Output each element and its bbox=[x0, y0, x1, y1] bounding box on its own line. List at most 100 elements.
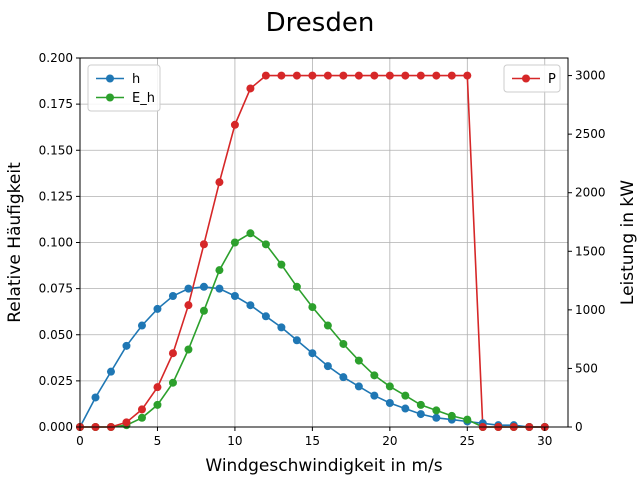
point-E_h bbox=[246, 229, 255, 238]
point-h bbox=[122, 341, 131, 350]
point-h bbox=[153, 304, 162, 313]
point-h bbox=[246, 301, 255, 310]
point-h bbox=[91, 393, 100, 402]
legend-label: P bbox=[548, 72, 556, 87]
y-right-tick-label: 1500 bbox=[575, 244, 606, 258]
point-P bbox=[292, 71, 301, 80]
chart-title: Dresden bbox=[266, 8, 375, 38]
legend-label: h bbox=[132, 72, 140, 87]
point-P bbox=[137, 405, 146, 414]
point-h bbox=[277, 323, 286, 332]
legend-left: h E_h bbox=[87, 64, 161, 112]
x-tick-label: 10 bbox=[227, 434, 242, 448]
y-right-tick-label: 500 bbox=[575, 361, 598, 375]
y-right-tick-label: 2000 bbox=[575, 186, 606, 200]
point-E_h bbox=[354, 356, 363, 365]
point-E_h bbox=[184, 345, 193, 354]
point-P bbox=[168, 349, 177, 358]
point-P bbox=[246, 84, 255, 93]
point-P bbox=[230, 120, 239, 129]
point-P bbox=[308, 71, 317, 80]
point-E_h bbox=[447, 411, 456, 420]
x-tick-label: 30 bbox=[537, 434, 552, 448]
point-E_h bbox=[370, 371, 379, 380]
point-h bbox=[339, 373, 348, 382]
y-left-tick-label: 0.100 bbox=[39, 236, 73, 250]
point-P bbox=[199, 240, 208, 249]
point-E_h bbox=[463, 415, 472, 424]
point-P bbox=[261, 71, 270, 80]
point-E_h bbox=[416, 400, 425, 409]
point-E_h bbox=[385, 382, 394, 391]
y-left-tick-label: 0.150 bbox=[39, 143, 73, 157]
y-left-tick-label: 0.125 bbox=[39, 189, 73, 203]
point-P bbox=[215, 178, 224, 187]
point-E_h bbox=[432, 406, 441, 415]
point-E_h bbox=[277, 260, 286, 269]
point-h bbox=[199, 282, 208, 291]
y-right-tick-label: 2500 bbox=[575, 127, 606, 141]
point-h bbox=[106, 367, 115, 376]
y-left-tick-label: 0.075 bbox=[39, 282, 73, 296]
y-right-tick-label: 1000 bbox=[575, 303, 606, 317]
point-h bbox=[137, 321, 146, 330]
point-P bbox=[385, 71, 394, 80]
point-h bbox=[370, 391, 379, 400]
point-E_h bbox=[137, 413, 146, 422]
point-P bbox=[153, 383, 162, 392]
x-tick-label: 20 bbox=[382, 434, 397, 448]
x-tick-label: 0 bbox=[76, 434, 84, 448]
point-E_h bbox=[215, 266, 224, 275]
y-right-tick-label: 3000 bbox=[575, 69, 606, 83]
y-axis-label-left: Relative Häufigkeit bbox=[5, 162, 25, 323]
x-tick-label: 15 bbox=[305, 434, 320, 448]
point-P bbox=[184, 301, 193, 310]
point-E_h bbox=[261, 240, 270, 249]
point-P bbox=[323, 71, 332, 80]
point-E_h bbox=[308, 303, 317, 312]
x-tick-label: 5 bbox=[154, 434, 162, 448]
point-E_h bbox=[168, 378, 177, 387]
point-E_h bbox=[153, 400, 162, 409]
legend-swatch-marker bbox=[106, 93, 114, 102]
point-h bbox=[385, 399, 394, 408]
y-right-tick-label: 0 bbox=[575, 420, 583, 434]
point-h bbox=[168, 292, 177, 301]
point-h bbox=[184, 284, 193, 293]
point-h bbox=[215, 284, 224, 293]
point-E_h bbox=[323, 321, 332, 330]
point-E_h bbox=[292, 282, 301, 291]
point-P bbox=[339, 71, 348, 80]
y-left-tick-label: 0.050 bbox=[39, 328, 73, 342]
point-P bbox=[432, 71, 441, 80]
point-E_h bbox=[401, 391, 410, 400]
point-h bbox=[416, 410, 425, 419]
axis-ticks: 0 5 10 15 20 25 30 0.000 0.025 0.050 0.075 0.100 0.1… bbox=[39, 51, 606, 448]
grid-lines bbox=[79, 57, 568, 428]
point-P bbox=[277, 71, 286, 80]
point-h bbox=[292, 336, 301, 345]
y-left-tick-label: 0.025 bbox=[39, 374, 73, 388]
x-tick-label: 25 bbox=[460, 434, 475, 448]
legend-swatch-marker bbox=[522, 74, 530, 83]
y-left-tick-label: 0.200 bbox=[39, 51, 73, 65]
point-P bbox=[370, 71, 379, 80]
legend-swatch-marker bbox=[106, 74, 114, 83]
point-P bbox=[354, 71, 363, 80]
point-h bbox=[323, 362, 332, 371]
y-left-tick-label: 0.000 bbox=[39, 420, 73, 434]
point-P bbox=[122, 418, 131, 427]
point-h bbox=[308, 349, 317, 358]
point-h bbox=[261, 312, 270, 321]
point-h bbox=[432, 413, 441, 422]
point-P bbox=[416, 71, 425, 80]
point-h bbox=[230, 292, 239, 301]
point-E_h bbox=[199, 306, 208, 315]
point-h bbox=[354, 382, 363, 391]
point-E_h bbox=[230, 238, 239, 247]
legend-label: E_h bbox=[132, 91, 155, 106]
y-left-tick-label: 0.175 bbox=[39, 97, 73, 111]
y-axis-label-right: Leistung in kW bbox=[618, 180, 638, 305]
point-P bbox=[447, 71, 456, 80]
